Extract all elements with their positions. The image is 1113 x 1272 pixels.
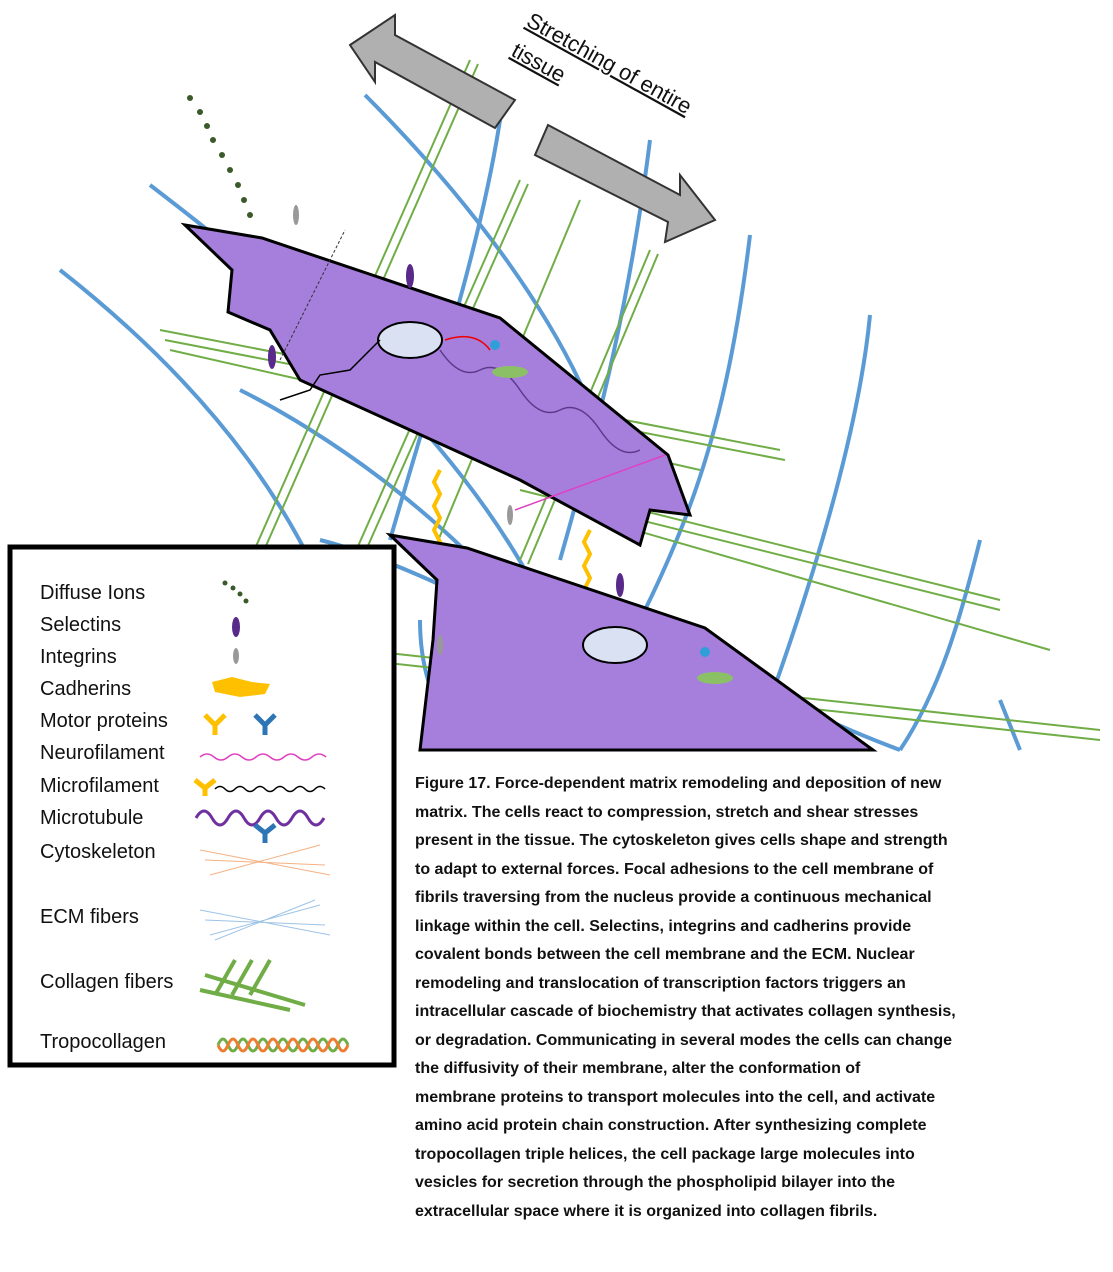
- caption-line: covalent bonds between the cell membrane…: [415, 946, 915, 963]
- legend-label: Tropocollagen: [40, 1031, 167, 1053]
- microfilament: [279, 339, 381, 401]
- tropocollagen-strand: [431, 469, 443, 555]
- caption-line: membrane proteins to transport molecules…: [415, 1088, 936, 1106]
- microtubule: [439, 349, 641, 454]
- caption-line: to adapt to external forces. Focal adhes…: [415, 860, 934, 878]
- legend-box: [7, 544, 397, 1068]
- integrin: [293, 205, 299, 225]
- legend-label: Diffuse Ions: [40, 582, 146, 604]
- caption-line: extracellular space where it is organize…: [415, 1202, 878, 1220]
- caption-line: linkage within the cell. Selectins, inte…: [415, 917, 912, 935]
- microfilament: [279, 229, 346, 361]
- caption: Figure 17. Force-dependent matrix remode…: [415, 770, 1110, 1226]
- ecm-fiber: [998, 699, 1022, 751]
- stretch-arrow: [348, 13, 517, 130]
- integrin: [507, 505, 513, 525]
- caption-line: intracellular cascade of biochemistry th…: [415, 1003, 956, 1020]
- diffuse-ions: [187, 95, 253, 218]
- legend-label: Cadherins: [40, 678, 132, 700]
- ecm-fiber: [768, 314, 872, 701]
- vesicle: [697, 672, 733, 684]
- caption-line: tropocollagen triple helices, the cell p…: [415, 1145, 915, 1163]
- cell-internals: [268, 205, 733, 684]
- neurofilament: [514, 454, 666, 511]
- legend-label: ECM fibers: [40, 906, 139, 928]
- factor: [700, 647, 710, 657]
- legend-label: Cytoskeleton: [40, 841, 156, 863]
- legend-symbols: [193, 580, 350, 1053]
- legend-label: Microtubule: [40, 807, 144, 829]
- nucleus: [582, 626, 648, 664]
- caption-line: vesicles for secretion through the phosp…: [415, 1174, 896, 1191]
- caption-line: remodeling and translocation of transcri…: [415, 974, 906, 992]
- vesicle: [492, 366, 528, 378]
- caption-background: [405, 752, 1113, 1272]
- caption-line: Figure 17. Force-dependent matrix remode…: [415, 775, 942, 792]
- selectin: [406, 264, 414, 288]
- selectin: [616, 573, 624, 597]
- nucleus: [377, 321, 443, 359]
- stretch-arrow: [533, 123, 717, 244]
- legend-label: Integrins: [40, 646, 117, 668]
- legend-label: Selectins: [40, 614, 122, 636]
- caption-line: matrix. The cells react to compression, …: [415, 803, 919, 821]
- caption-line: or degradation. Communicating in several…: [415, 1031, 953, 1049]
- caption-line: the diffusivity of their membrane, alter…: [415, 1060, 861, 1077]
- legend-label: Neurofilament: [40, 742, 165, 764]
- caption-line: fibrils traversing from the nucleus prov…: [415, 889, 932, 906]
- selectin: [268, 345, 276, 369]
- caption-line: amino acid protein chain construction. A…: [415, 1117, 927, 1134]
- tropocollagen: [431, 469, 593, 591]
- caption-line: present in the tissue. The cytoskeleton …: [415, 832, 948, 849]
- legend-label: Motor proteins: [40, 710, 168, 732]
- tropocollagen-strand: [581, 529, 593, 591]
- integrin: [437, 635, 443, 655]
- signal-arrow: [444, 335, 491, 351]
- cell: [180, 222, 693, 548]
- legend-label: Collagen fibers: [40, 971, 174, 993]
- ecm-fiber: [898, 539, 982, 752]
- legend-label: Microfilament: [40, 775, 159, 797]
- factor: [490, 340, 500, 350]
- ecm-fiber: [638, 234, 752, 621]
